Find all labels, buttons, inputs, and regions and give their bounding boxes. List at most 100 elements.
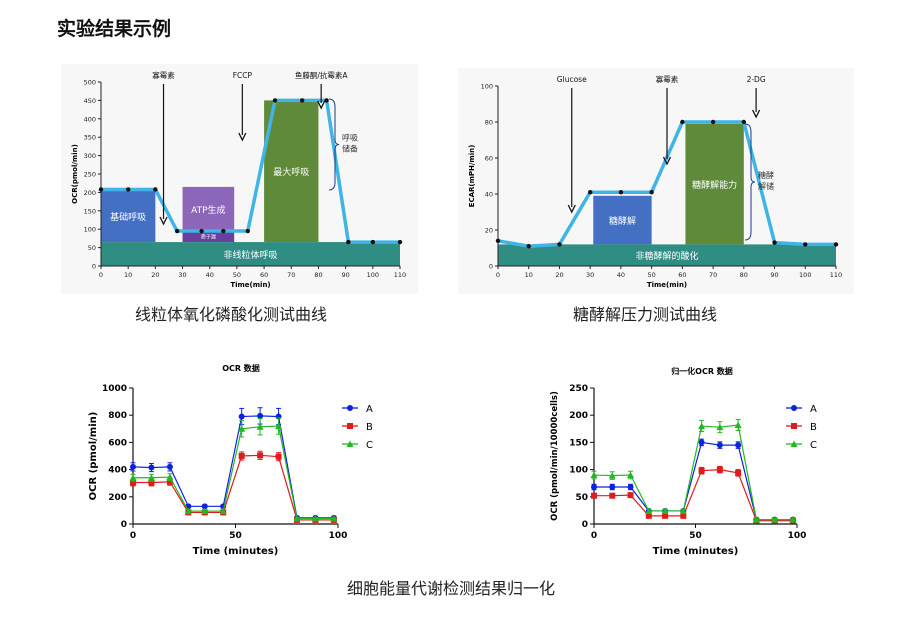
y-axis-label: OCR (pmol/min/10000cells): [550, 391, 560, 521]
region-label: 非糖酵解的酸化: [635, 250, 698, 262]
x-tick-label: 30: [586, 271, 594, 279]
marker-triangle: [789, 516, 797, 523]
bottom-caption: 细胞能量代谢检测结果归一化: [347, 579, 556, 598]
data-point: [618, 190, 624, 195]
marker-square: [645, 512, 652, 519]
x-tick-label: 0: [130, 531, 136, 541]
data-point: [649, 190, 654, 195]
y-tick-label: 40: [485, 191, 493, 199]
marker-triangle: [716, 423, 724, 431]
y-tick-label: 0: [121, 520, 127, 530]
marker-triangle: [166, 473, 174, 481]
y-tick-label: 350: [84, 134, 96, 142]
region-label: 糖酵解: [609, 215, 636, 227]
data-point: [324, 98, 329, 103]
reserve-label: 呼吸: [342, 133, 358, 143]
x-tick-label: 10: [525, 271, 533, 279]
marker-triangle: [679, 507, 687, 514]
x-tick-label: 50: [233, 271, 241, 279]
data-point: [174, 228, 180, 234]
arrow-head: [567, 204, 576, 214]
data-point: [153, 187, 158, 192]
region-3: [264, 100, 319, 243]
marker-circle: [166, 463, 173, 470]
y-tick-label: 0: [92, 263, 96, 271]
region-label: 质子漏: [201, 234, 216, 241]
legend-label: C: [366, 440, 373, 451]
marker-square: [609, 492, 616, 499]
y-tick-label: 100: [569, 466, 588, 476]
marker-square: [716, 466, 723, 473]
marker-square: [257, 452, 264, 459]
injection-label: FCCP: [233, 71, 253, 80]
marker-square: [130, 479, 136, 486]
region-label: ATP生成: [191, 204, 225, 216]
marker-circle: [130, 463, 136, 470]
data-point: [346, 239, 351, 245]
injection-label: 鱼藤酮/抗霉素A: [295, 70, 349, 80]
marker-triangle: [627, 471, 635, 479]
y-tick-label: 1000: [102, 384, 127, 394]
reserve-brace: [328, 98, 340, 191]
marker-triangle: [608, 472, 616, 479]
x-tick-label: 0: [496, 271, 500, 279]
region-label: 最大呼吸: [273, 166, 309, 178]
region-2: [182, 231, 235, 243]
arrow-head: [238, 132, 247, 142]
x-tick-label: 0: [99, 271, 103, 279]
legend-label: A: [810, 404, 817, 415]
marker-circle: [347, 405, 353, 411]
region-label: 非线粒体呼吸: [223, 249, 277, 261]
x-tick-label: 60: [260, 271, 268, 279]
marker-triangle: [184, 507, 192, 515]
marker-square: [735, 469, 742, 476]
marker-square: [791, 423, 797, 429]
series-line-B: [594, 468, 793, 522]
chart-title: 归一化OCR 数据: [671, 366, 733, 376]
y-tick-label: 150: [84, 207, 96, 215]
x-axis-label: Time(min): [647, 281, 687, 289]
data-point: [803, 242, 808, 247]
x-tick-label: 0: [591, 531, 597, 541]
reserve-label: 解储: [758, 181, 774, 191]
y-tick-label: 300: [84, 152, 96, 160]
series-line-C: [593, 424, 793, 521]
x-tick-label: 40: [617, 271, 625, 279]
data-point: [98, 187, 104, 192]
chart-title: OCR 数据: [222, 363, 260, 373]
marker-circle: [257, 412, 264, 419]
x-tick-label: 50: [647, 271, 655, 279]
marker-square: [347, 423, 353, 429]
y-tick-label: 200: [569, 411, 588, 421]
data-point: [221, 228, 226, 234]
y-tick-label: 80: [485, 119, 493, 127]
arrow-head: [752, 109, 761, 119]
y-tick-label: 150: [569, 438, 588, 448]
mito-caption: 线粒体氧化磷酸化测试曲线: [135, 305, 328, 324]
y-tick-label: 450: [84, 97, 96, 105]
region-0: [101, 189, 156, 243]
legend-label: B: [810, 422, 817, 433]
y-tick-label: 600: [108, 438, 127, 448]
glyco-caption: 糖酵解压力测试曲线: [573, 305, 718, 324]
marker-circle: [148, 464, 155, 471]
x-axis-label: Time (minutes): [193, 546, 279, 557]
reserve-label: 储备: [342, 144, 358, 154]
marker-triangle: [590, 471, 598, 479]
arrow-head: [317, 100, 326, 110]
region-2: [498, 244, 836, 266]
x-tick-label: 70: [709, 271, 717, 279]
y-tick-label: 400: [108, 466, 127, 476]
x-tick-label: 110: [830, 271, 842, 279]
data-point: [495, 238, 501, 243]
y-tick-label: 100: [481, 83, 493, 91]
y-tick-label: 400: [84, 115, 96, 123]
reserve-label: 糖酵: [758, 170, 774, 180]
marker-triangle: [238, 425, 246, 432]
marker-square: [627, 492, 634, 499]
marker-square: [238, 453, 245, 459]
data-point: [741, 119, 747, 125]
x-tick-label: 10: [124, 271, 132, 279]
y-tick-label: 50: [575, 493, 588, 503]
legend-label: B: [366, 422, 373, 433]
